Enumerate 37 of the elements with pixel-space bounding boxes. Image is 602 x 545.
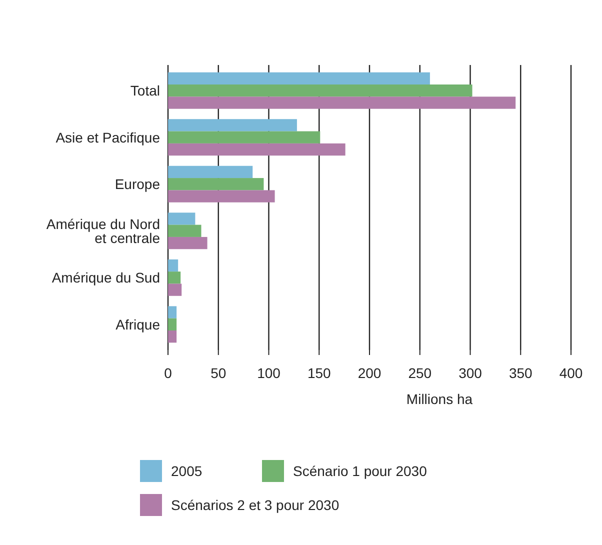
bar [168,272,181,284]
bar [168,259,178,272]
bar [168,72,430,84]
bar [168,166,253,178]
x-tick-label: 300 [458,365,482,381]
bar [168,318,177,330]
x-tick-label: 400 [559,365,583,381]
legend-label: Scénario 1 pour 2030 [293,463,428,479]
bar [168,212,196,225]
bar [168,131,320,144]
y-tick-label: Afrique [116,316,160,332]
x-tick-label: 150 [307,365,332,381]
bar [168,178,264,190]
bar [168,306,177,318]
y-tick-label: Amérique du Nord et centrale [46,216,160,246]
bar [168,224,202,237]
bar [168,96,516,109]
x-tick-label: 250 [408,365,432,381]
legend-label: Scénarios 2 et 3 pour 2030 [171,497,340,513]
x-axis-title: Millions ha [406,391,473,407]
bar [168,236,208,250]
bar [168,143,346,156]
bar [168,119,297,132]
y-tick-label: Europe [114,176,160,192]
bar [168,84,472,97]
x-tick-label: 0 [164,365,172,381]
y-tick-label: Total [130,82,160,99]
y-tick-label: Asie et Pacifique [56,129,160,146]
x-tick-label: 100 [257,365,281,381]
x-tick-label: 200 [358,365,382,381]
x-tick-label: 350 [508,365,533,381]
bar [168,284,182,296]
bar [168,330,177,343]
bar [168,190,275,202]
y-tick-label: Amérique du Sud [52,270,160,286]
legend-label: 2005 [171,463,202,479]
x-tick-label: 50 [210,365,226,381]
